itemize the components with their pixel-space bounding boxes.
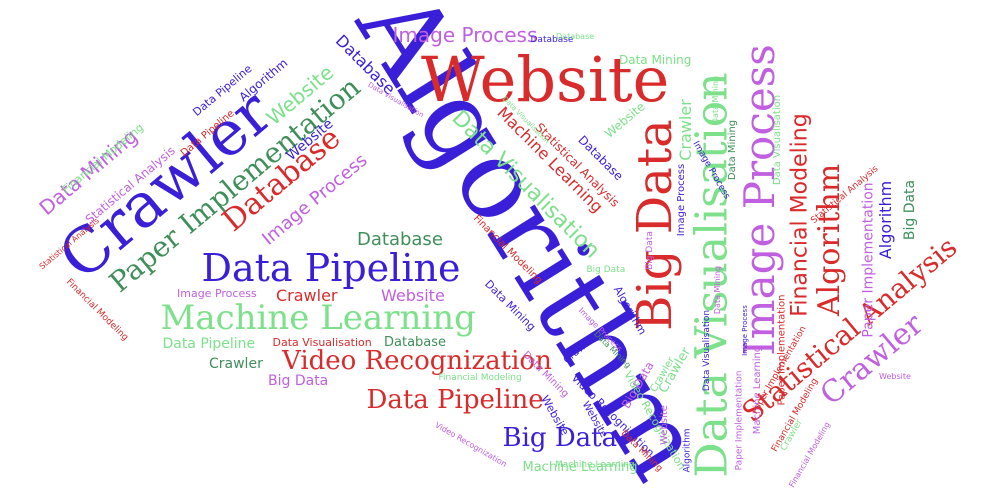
word-big-data: Big Data — [644, 230, 655, 270]
word-crawler: Crawler — [675, 99, 695, 161]
word-website: Website — [381, 286, 445, 305]
word-image-process: Image Process — [177, 286, 257, 300]
word-big-data: Big Data — [586, 264, 626, 275]
word-data-visualisation: Data Visualisation — [772, 94, 784, 186]
word-data-visualisation: Data Visualisation — [272, 335, 372, 349]
word-algorithm: Algorithm — [682, 427, 693, 473]
word-data-mining: Data Mining — [711, 75, 721, 125]
word-database: Database — [384, 334, 447, 350]
word-financial-modeling: Financial Modeling — [787, 113, 813, 317]
word-database: Database — [556, 32, 595, 41]
word-data-pipeline: Data Pipeline — [201, 246, 461, 290]
word-image-process: Image Process — [676, 163, 688, 237]
word-data-pipeline: Data Pipeline — [162, 336, 256, 352]
word-video-recognization: Video Recognization — [432, 420, 508, 469]
word-data-mining: Data Mining — [619, 53, 692, 67]
word-paper-implementation: Paper Implementation — [734, 370, 745, 470]
word-crawler: Crawler — [276, 286, 338, 305]
word-big-data: Big Data — [268, 373, 329, 389]
word-website: Website — [879, 372, 911, 381]
word-image-process: Image Process — [392, 23, 538, 47]
word-big-data: Big Data — [626, 119, 683, 331]
word-algorithm: Algorithm — [876, 180, 896, 260]
word-machine-learning: Machine Learning — [522, 459, 638, 475]
word-machine-learning: Machine Learning — [160, 298, 476, 338]
word-crawler: Crawler — [209, 356, 263, 372]
word-data-pipeline: Data Pipeline — [366, 385, 544, 415]
word-image-process: Image Process — [740, 304, 749, 356]
word-data-visualisation: Data Visualisation — [701, 309, 712, 391]
word-data-mining: Data Mining — [727, 119, 739, 181]
word-video-recognization: Video Recognization — [282, 346, 552, 376]
word-big-data: Big Data — [502, 423, 618, 453]
word-data-mining: Data Mining — [713, 265, 723, 315]
word-algorithm: Algorithm — [812, 163, 848, 317]
word-financial-modeling: Financial Modeling — [438, 372, 522, 383]
word-database: Database — [357, 229, 443, 250]
word-paper-implementation: Paper Implementation — [860, 182, 877, 338]
word-big-data: Big Data — [902, 179, 919, 241]
word-website: Website — [658, 405, 670, 445]
word-website: Website — [421, 43, 670, 116]
word-machine-learning: Machine Learning — [555, 459, 635, 470]
word-database: Database — [530, 34, 574, 45]
